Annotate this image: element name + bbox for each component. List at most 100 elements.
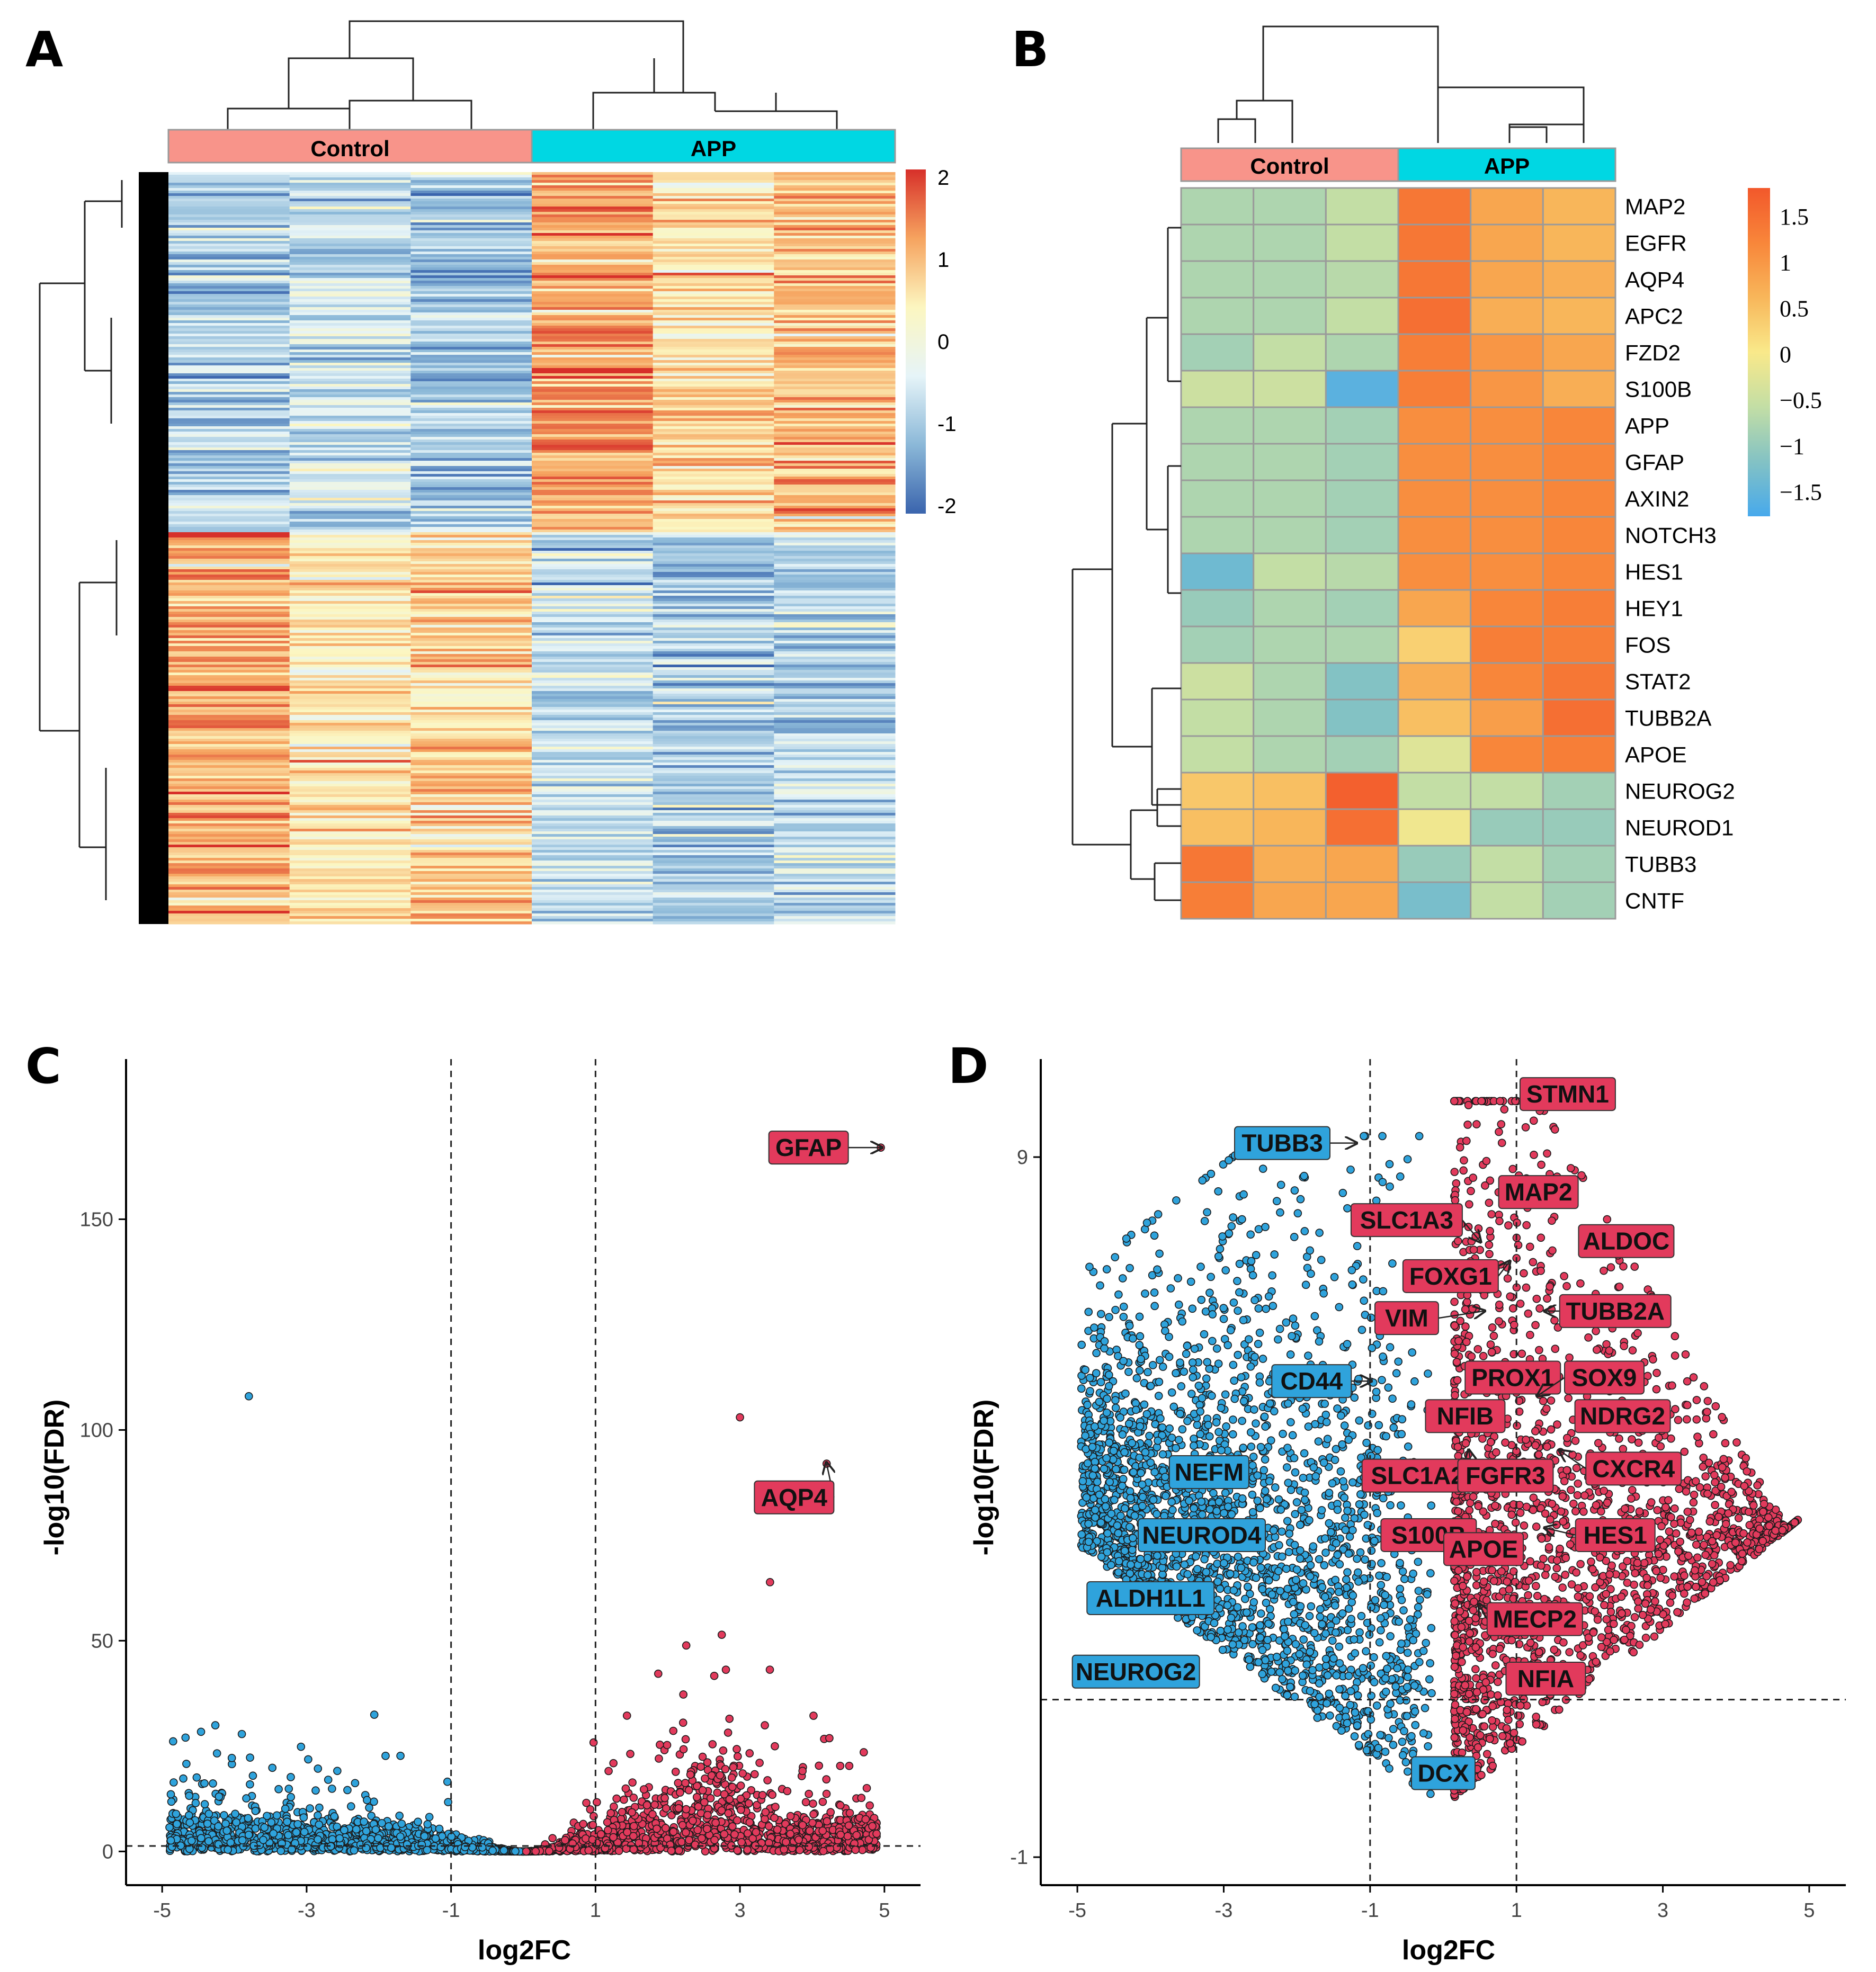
heatmap-a-cell — [289, 199, 411, 202]
heatmap-b-gene-label: CNTF — [1625, 889, 1684, 913]
volcano-c-point — [360, 1817, 368, 1826]
heatmap-a-cell — [168, 868, 290, 872]
heatmap-b-cell — [1325, 370, 1399, 408]
volcano-c-point — [684, 1786, 693, 1795]
heatmap-a-cell — [289, 196, 411, 199]
heatmap-a-cell — [410, 410, 532, 414]
heatmap-a-cell — [532, 535, 654, 538]
heatmap-a-cell — [168, 474, 290, 477]
heatmap-a-cell — [168, 265, 290, 268]
heatmap-a-cell — [532, 919, 654, 922]
volcano-d-point — [1526, 1331, 1534, 1339]
heatmap-a-cell — [653, 569, 774, 572]
heatmap-a-cell — [289, 641, 411, 644]
heatmap-a-cell — [289, 808, 411, 811]
heatmap-a-cell — [289, 725, 411, 729]
heatmap-a-cell — [168, 281, 290, 284]
volcano-c-point — [593, 1798, 601, 1807]
heatmap-a-cell — [653, 297, 774, 300]
heatmap-b-cell — [1180, 698, 1255, 737]
heatmap-a-cell — [774, 421, 896, 424]
heatmap-a-cell — [168, 662, 290, 665]
heatmap-a-cell — [410, 887, 532, 890]
heatmap-a-cell — [410, 233, 532, 236]
heatmap-a-cell — [168, 416, 290, 419]
heatmap-a-cell — [532, 270, 654, 273]
heatmap-a-cell — [653, 463, 774, 467]
heatmap-a-cell — [774, 747, 896, 750]
heatmap-a-cell — [410, 921, 532, 925]
heatmap-a-cell — [774, 673, 896, 676]
heatmap-b-cell — [1253, 297, 1327, 335]
heatmap-a-cell — [410, 628, 532, 631]
heatmap-b-cell — [1470, 808, 1544, 847]
heatmap-a-cell — [653, 233, 774, 236]
heatmap-a-cell — [774, 786, 896, 790]
volcano-c-point — [443, 1777, 452, 1786]
heatmap-b-gene-label: S100B — [1625, 377, 1692, 402]
heatmap-a-cell — [532, 363, 654, 366]
heatmap-a-cell — [774, 424, 896, 427]
heatmap-a-cell — [289, 310, 411, 313]
heatmap-a-cell — [532, 696, 654, 700]
volcano-c-point — [545, 1846, 553, 1856]
heatmap-a-cell — [653, 657, 774, 660]
heatmap-a-cell — [168, 839, 290, 842]
heatmap-a-cell — [410, 556, 532, 559]
heatmap-a-cell — [289, 259, 411, 263]
volcano-c-point — [836, 1830, 845, 1839]
heatmap-a-cell — [653, 760, 774, 763]
heatmap-a-cell — [168, 238, 290, 241]
heatmap-a-cell — [410, 821, 532, 824]
heatmap-b-cell — [1470, 552, 1544, 591]
heatmap-a-cell — [410, 760, 532, 763]
heatmap-b-cell — [1325, 662, 1399, 701]
volcano-d-point — [1659, 1565, 1667, 1574]
heatmap-a-cell — [289, 220, 411, 223]
heatmap-a-cell — [168, 471, 290, 474]
volcano-c-point — [692, 1792, 701, 1801]
volcano-c-point — [628, 1808, 636, 1817]
volcano-c-point — [720, 1830, 729, 1839]
heatmap-a-cell — [410, 395, 532, 398]
heatmap-a-cell — [653, 193, 774, 196]
heatmap-b-cell — [1180, 625, 1255, 664]
heatmap-a-cell — [774, 651, 896, 655]
heatmap-a-cell — [653, 860, 774, 864]
volcano-c-point — [623, 1828, 631, 1836]
heatmap-a-cell — [410, 662, 532, 665]
volcano-c-point — [314, 1811, 322, 1820]
heatmap-a-cell — [532, 254, 654, 257]
heatmap-a-cell — [410, 736, 532, 739]
heatmap-b-cell — [1180, 370, 1255, 408]
heatmap-a-cell — [532, 842, 654, 845]
heatmap-a-cell — [168, 741, 290, 745]
heatmap-a-cell — [774, 376, 896, 379]
heatmap-a-cell — [168, 357, 290, 361]
heatmap-a-cell — [289, 191, 411, 194]
heatmap-a-cell — [168, 813, 290, 816]
heatmap-a-cell — [168, 429, 290, 432]
heatmap-a-cell — [653, 757, 774, 760]
heatmap-a-cell — [289, 402, 411, 406]
heatmap-a-cell — [653, 715, 774, 718]
heatmap-b-cell — [1325, 552, 1399, 591]
heatmap-a-cell — [653, 601, 774, 604]
heatmap-a-cell — [410, 458, 532, 461]
heatmap-a-cell — [532, 402, 654, 406]
heatmap-b-cell — [1542, 808, 1616, 847]
heatmap-a-cell — [289, 876, 411, 880]
heatmap-a-cell — [532, 818, 654, 821]
volcano-c-point — [198, 1843, 207, 1852]
heatmap-a-cell — [532, 651, 654, 655]
heatmap-a-cell — [774, 437, 896, 440]
heatmap-a-cell — [532, 612, 654, 615]
heatmap-a-cell — [410, 911, 532, 914]
heatmap-a-cell — [532, 815, 654, 819]
heatmap-a-cell — [410, 485, 532, 488]
volcano-c-point — [737, 1805, 745, 1814]
heatmap-a-cell — [774, 688, 896, 692]
heatmap-a-cell — [532, 673, 654, 676]
heatmap-a-cell — [774, 347, 896, 350]
heatmap-a-cell — [410, 831, 532, 835]
